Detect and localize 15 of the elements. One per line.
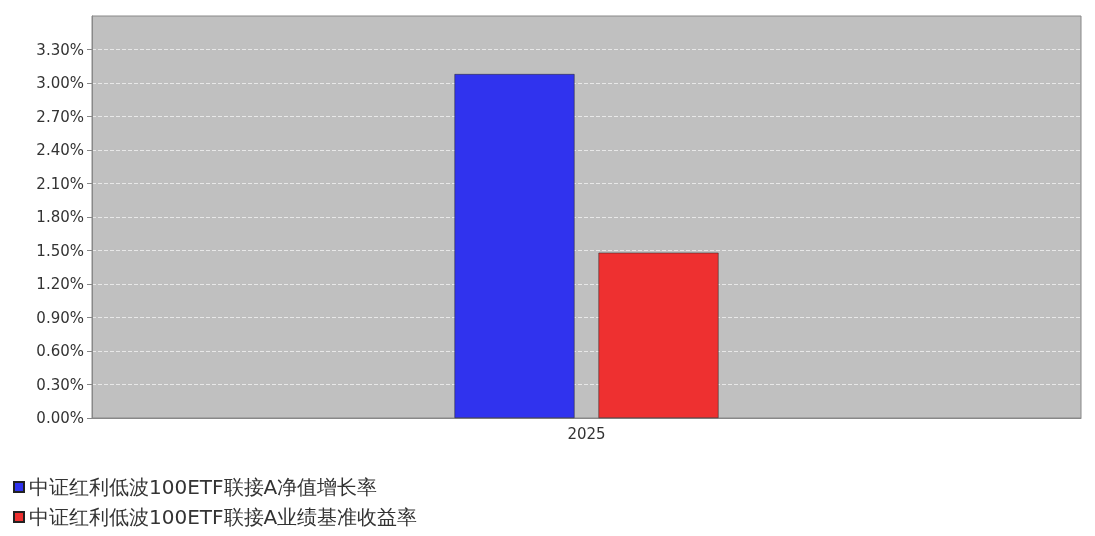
- legend-label: 中证红利低波100ETF联接A净值增长率: [29, 475, 378, 499]
- y-tick-label: 0.30%: [36, 375, 84, 394]
- y-tick-label: 0.00%: [36, 409, 84, 427]
- y-tick-label: 1.20%: [36, 275, 84, 293]
- y-tick-label: 2.70%: [36, 107, 84, 126]
- y-tick-label: 1.50%: [36, 241, 84, 260]
- y-tick-label: 2.10%: [36, 174, 84, 193]
- y-tick-label: 0.60%: [36, 342, 84, 360]
- legend-label: 中证红利低波100ETF联接A业绩基准收益率: [29, 505, 418, 529]
- y-tick-label: 3.00%: [36, 74, 84, 92]
- y-tick-label: 2.40%: [36, 141, 84, 159]
- y-tick-label: 1.80%: [36, 208, 84, 226]
- x-tick-label: 2025: [567, 424, 606, 443]
- y-tick-label: 0.90%: [36, 308, 84, 327]
- y-tick-label: 3.30%: [36, 40, 84, 59]
